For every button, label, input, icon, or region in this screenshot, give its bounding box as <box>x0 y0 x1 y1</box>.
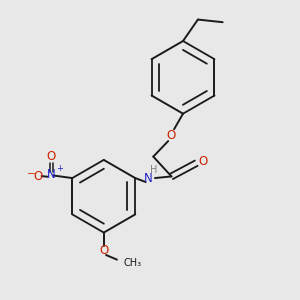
Text: +: + <box>56 164 63 173</box>
Text: O: O <box>167 129 176 142</box>
Text: H: H <box>150 165 157 175</box>
Text: O: O <box>47 150 56 164</box>
Text: N: N <box>144 172 153 184</box>
Text: O: O <box>34 169 43 183</box>
Text: O: O <box>99 244 108 257</box>
Text: CH₃: CH₃ <box>124 258 142 268</box>
Text: −: − <box>27 169 36 179</box>
Text: O: O <box>199 155 208 168</box>
Text: N: N <box>47 168 56 181</box>
